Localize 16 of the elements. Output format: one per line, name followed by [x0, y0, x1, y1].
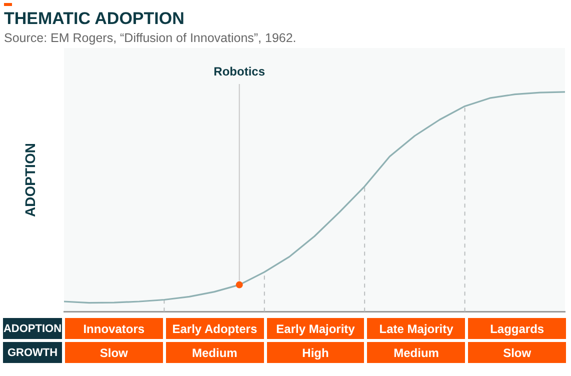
text: High — [266, 342, 364, 363]
text: GROWTH — [3, 342, 62, 363]
chart-title: THEMATIC ADOPTION — [4, 9, 184, 29]
text: Slow — [468, 342, 566, 363]
text: Late Majority — [367, 318, 466, 339]
annotation: Robotics — [214, 64, 266, 78]
text: ADOPTION — [3, 318, 62, 339]
text: Early Adopters — [166, 318, 264, 339]
text: Medium — [166, 342, 264, 363]
text: Medium — [367, 342, 466, 363]
text: Slow — [65, 342, 163, 363]
source-note: Source: EM Rogers, “Diffusion of Innovations”, 1962. — [4, 31, 296, 45]
text: Innovators — [65, 318, 163, 339]
y-axis-title: ADOPTION — [22, 143, 38, 217]
text: Early Majority — [266, 318, 364, 339]
text: Laggards — [468, 318, 566, 339]
